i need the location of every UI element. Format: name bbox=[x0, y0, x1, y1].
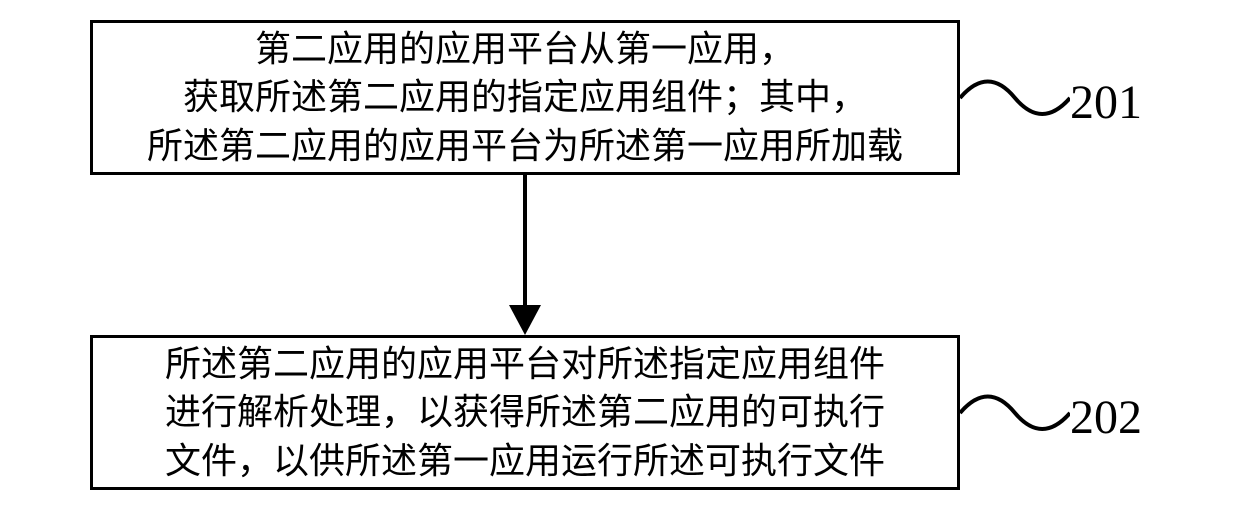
arrow-line bbox=[523, 175, 527, 310]
step-2-line-3: 文件，以供所述第一应用运行所述可执行文件 bbox=[165, 437, 885, 486]
connector-2-path bbox=[960, 397, 1070, 430]
step-2-line-1: 所述第二应用的应用平台对所述指定应用组件 bbox=[165, 340, 885, 389]
step-2-box: 所述第二应用的应用平台对所述指定应用组件 进行解析处理，以获得所述第二应用的可执… bbox=[90, 335, 960, 490]
arrow-step1-to-step2 bbox=[521, 175, 529, 335]
connector-1-path bbox=[960, 82, 1070, 115]
step-1-box: 第二应用的应用平台从第一应用， 获取所述第二应用的指定应用组件；其中， 所述第二… bbox=[90, 20, 960, 175]
step-1-label: 201 bbox=[1070, 75, 1142, 130]
flowchart-container: 第二应用的应用平台从第一应用， 获取所述第二应用的指定应用组件；其中， 所述第二… bbox=[0, 0, 1240, 517]
wave-connector-icon bbox=[960, 60, 1070, 135]
step-1-line-3: 所述第二应用的应用平台为所述第一应用所加载 bbox=[147, 122, 903, 171]
connector-2 bbox=[960, 375, 1070, 450]
step-2-line-2: 进行解析处理，以获得所述第二应用的可执行 bbox=[165, 388, 885, 437]
arrow-head-icon bbox=[509, 305, 541, 335]
step-1-line-2: 获取所述第二应用的指定应用组件；其中， bbox=[183, 73, 867, 122]
connector-1 bbox=[960, 60, 1070, 135]
wave-connector-icon bbox=[960, 375, 1070, 450]
step-2-label: 202 bbox=[1070, 390, 1142, 445]
step-1-line-1: 第二应用的应用平台从第一应用， bbox=[255, 25, 795, 74]
